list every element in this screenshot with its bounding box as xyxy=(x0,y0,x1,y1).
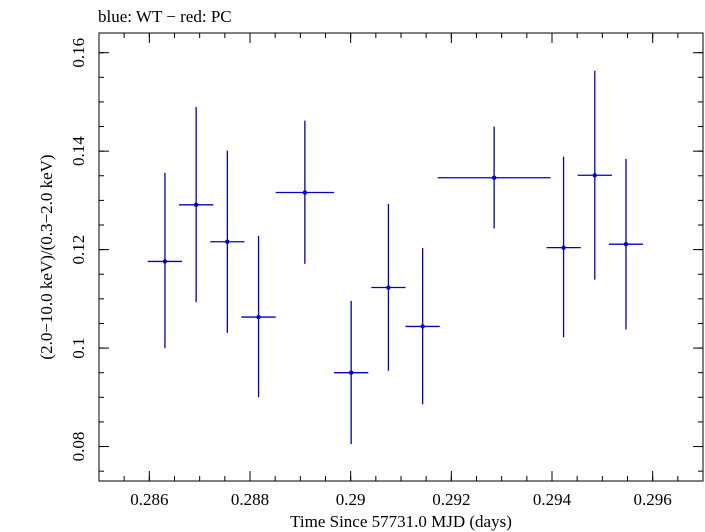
x-tick-label: 0.296 xyxy=(634,490,672,509)
data-point xyxy=(334,300,369,445)
data-point xyxy=(210,150,245,333)
point-marker xyxy=(592,173,597,178)
point-marker xyxy=(302,190,308,195)
point-marker xyxy=(623,242,629,247)
point-marker xyxy=(561,245,566,250)
data-point xyxy=(546,156,581,338)
x-axis-label: Time Since 57731.0 MJD (days) xyxy=(290,512,512,531)
x-tick-label: 0.286 xyxy=(130,490,168,509)
point-marker xyxy=(162,259,168,264)
point-marker xyxy=(420,324,425,329)
data-point xyxy=(608,159,644,330)
data-point xyxy=(577,70,612,280)
data-point xyxy=(147,172,183,349)
chart-title: blue: WT − red: PC xyxy=(98,7,232,26)
data-point xyxy=(437,126,551,229)
data-series xyxy=(147,70,644,445)
y-tick-label: 0.16 xyxy=(69,38,88,68)
point-marker xyxy=(386,285,391,290)
y-tick-label: 0.1 xyxy=(69,337,88,358)
data-point xyxy=(371,203,406,371)
x-tick-label: 0.29 xyxy=(336,490,366,509)
x-tick-label: 0.288 xyxy=(231,490,269,509)
x-axis: 0.286 0.288 0.29 0.292 0.294 0.296 xyxy=(98,33,704,509)
y-tick-label: 0.12 xyxy=(69,235,88,265)
y-tick-label: 0.08 xyxy=(69,432,88,462)
y-tick-label: 0.14 xyxy=(69,136,88,166)
point-marker xyxy=(348,370,354,375)
point-marker xyxy=(193,202,199,208)
x-tick-label: 0.294 xyxy=(533,490,572,509)
point-marker xyxy=(225,239,230,244)
point-marker xyxy=(491,175,497,180)
y-axis: 0.08 0.1 0.12 0.14 0.16 xyxy=(69,38,703,472)
plot-frame xyxy=(98,32,704,482)
data-point xyxy=(179,106,214,303)
y-axis-label: (2.0−10.0 keV)/(0.3−2.0 keV) xyxy=(37,154,56,359)
data-point xyxy=(275,120,335,264)
point-marker xyxy=(256,314,261,320)
data-point xyxy=(241,235,276,398)
data-point xyxy=(405,248,440,405)
x-tick-label: 0.292 xyxy=(432,490,470,509)
